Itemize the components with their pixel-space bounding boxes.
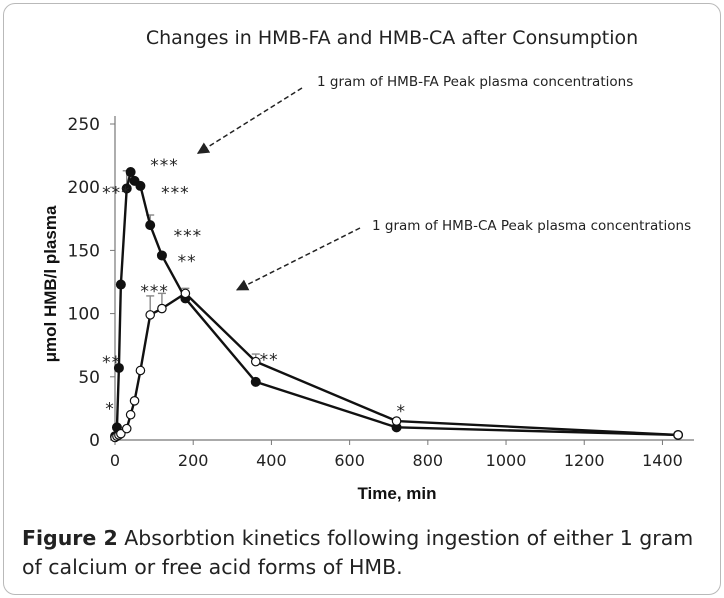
x-tick-label: 800: [413, 451, 444, 470]
annotation-arrow: [235, 227, 361, 291]
annotation-text: 1 gram of HMB-FA Peak plasma concentrati…: [317, 74, 633, 90]
significance-mark: ***: [102, 184, 130, 204]
y-axis-label: μmol HMB/l plasma: [41, 205, 60, 362]
x-axis-label: Time, min: [357, 484, 436, 503]
data-point-filled: [156, 250, 167, 261]
chart: Changes in HMB-FA and HMB-CA after Consu…: [41, 27, 694, 503]
data-point-filled: [125, 167, 136, 178]
data-point-open: [157, 303, 167, 314]
y-tick-label: 150: [68, 241, 100, 261]
data-point-filled: [250, 376, 261, 387]
x-tick-label: 200: [178, 451, 209, 470]
x-tick-label: 0: [110, 451, 120, 470]
y-tick-label: 100: [68, 305, 100, 325]
data-point-open: [250, 356, 261, 367]
series-line-1: [113, 170, 679, 437]
data-point-open: [391, 416, 402, 426]
data-point-open: [673, 430, 683, 440]
x-tick-label: 400: [256, 451, 287, 470]
data-point-open: [125, 409, 136, 420]
data-point-filled: [113, 362, 124, 373]
x-tick-label: 1400: [642, 451, 683, 470]
y-tick-label: 250: [68, 115, 100, 135]
figure-caption: Figure 2 Absorbtion kinetics following i…: [22, 524, 712, 582]
data-point-open: [129, 396, 140, 406]
significance-mark: **: [260, 350, 279, 370]
data-point-filled: [145, 220, 156, 231]
significance-mark: ***: [140, 282, 169, 302]
x-tick-label: 1000: [486, 451, 527, 470]
data-point-filled: [121, 183, 132, 194]
annotation-arrow: [196, 87, 303, 154]
significance-mark: ***: [150, 156, 179, 176]
significance-mark: ***: [161, 184, 190, 204]
caption-label: Figure 2: [22, 526, 118, 550]
data-point-open: [145, 310, 155, 320]
significance-mark: ***: [174, 227, 203, 247]
chart-title: Changes in HMB-FA and HMB-CA after Consu…: [146, 27, 638, 49]
y-tick-label: 0: [89, 431, 100, 451]
significance-mark: *: [105, 400, 115, 420]
significance-mark: *: [397, 402, 407, 422]
figure-frame: Changes in HMB-FA and HMB-CA after Consu…: [3, 3, 721, 595]
x-tick-label: 600: [334, 451, 365, 470]
x-tick-label: 1200: [564, 451, 605, 470]
annotation-text: 1 gram of HMB-CA Peak plasma concentrati…: [372, 218, 691, 234]
data-point-open: [121, 423, 132, 434]
data-point-filled: [115, 279, 126, 290]
significance-mark: **: [178, 252, 197, 272]
data-point-filled: [135, 180, 146, 191]
data-point-open: [180, 288, 191, 299]
y-tick-label: 50: [78, 368, 100, 388]
y-tick-label: 200: [68, 178, 100, 198]
caption-text: Absorbtion kinetics following ingestion …: [22, 526, 694, 579]
data-point-open: [135, 365, 146, 376]
significance-mark: **: [102, 353, 121, 373]
